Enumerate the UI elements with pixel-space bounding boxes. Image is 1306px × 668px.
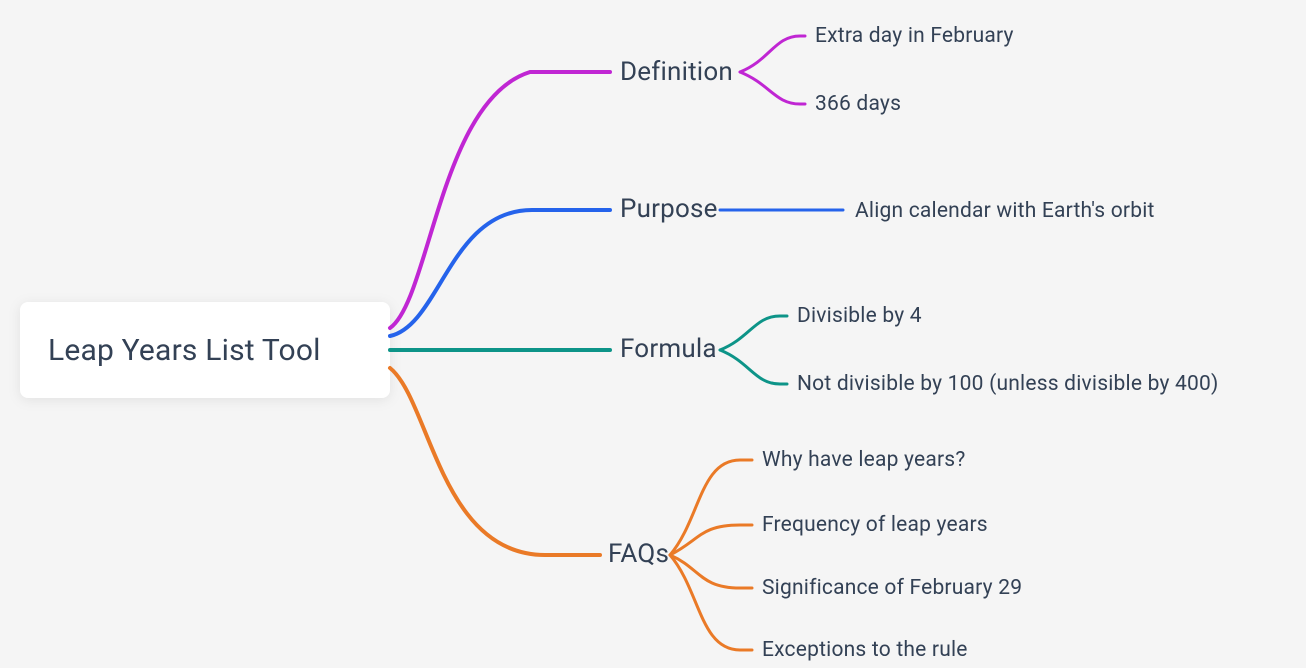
definition-child-label: 366 days: [815, 92, 901, 116]
purpose-label: Purpose: [620, 194, 718, 224]
formula-child-label: Divisible by 4: [797, 304, 922, 328]
mindmap-canvas: Leap Years List Tool Definition Extra day …: [0, 0, 1306, 668]
definition-label: Definition: [620, 57, 733, 87]
faqs-child-label: Significance of February 29: [762, 576, 1022, 600]
purpose-child-label: Align calendar with Earth's orbit: [855, 199, 1155, 223]
formula-child-label: Not divisible by 100 (unless divisible b…: [797, 372, 1219, 396]
faqs-label: FAQs: [608, 539, 669, 569]
faqs-child-label: Why have leap years?: [762, 448, 965, 472]
root-node: Leap Years List Tool: [20, 302, 390, 398]
faqs-child-label: Frequency of leap years: [762, 513, 988, 537]
formula-label: Formula: [620, 334, 717, 364]
definition-child-label: Extra day in February: [815, 24, 1014, 48]
faqs-child-label: Exceptions to the rule: [762, 638, 968, 662]
root-label: Leap Years List Tool: [48, 333, 321, 368]
